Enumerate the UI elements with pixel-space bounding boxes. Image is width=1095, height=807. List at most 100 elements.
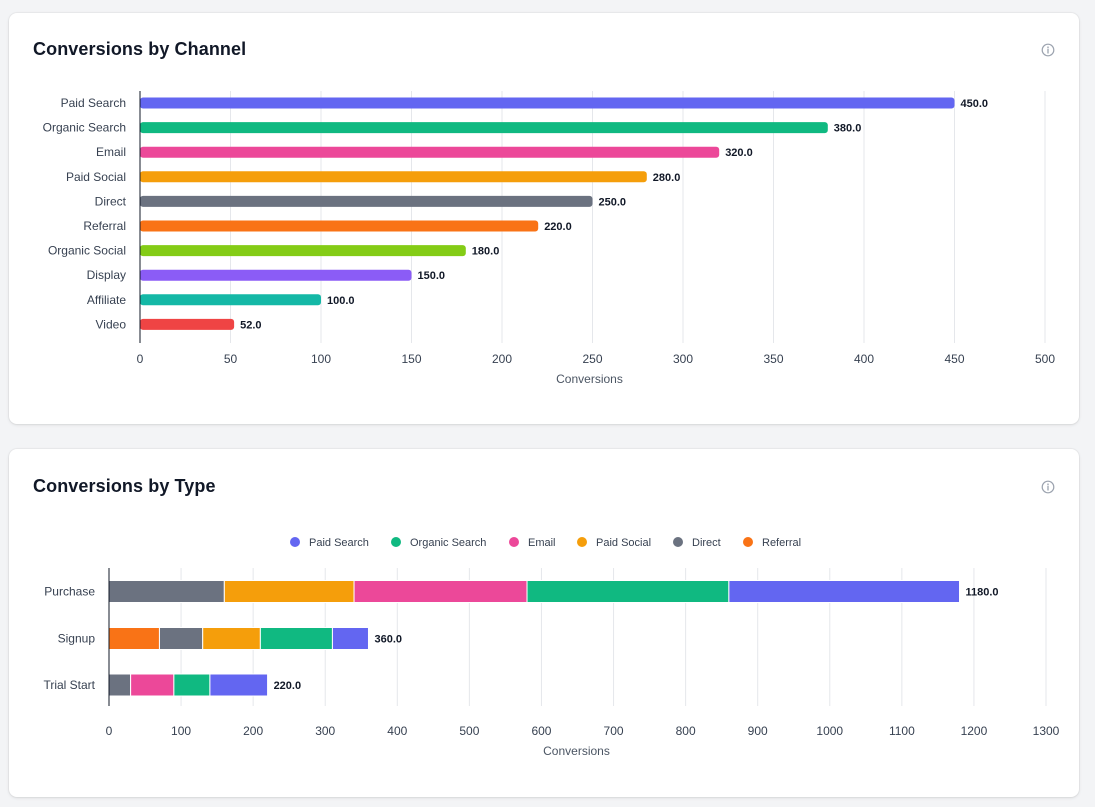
bar-total-label: 1180.0 — [966, 587, 999, 599]
bar-value-label: 100.0 — [327, 295, 355, 307]
x-tick-label: 450 — [944, 352, 964, 366]
x-tick-label: 300 — [673, 352, 693, 366]
x-tick-label: 200 — [492, 352, 512, 366]
y-tick-label: Signup — [58, 632, 96, 646]
legend-item[interactable]: Referral — [743, 537, 801, 549]
y-tick-label: Paid Social — [66, 170, 126, 184]
type-stacked-bar-chart: Paid Search Organic Search Email Paid Socia… — [43, 537, 1060, 758]
x-tick-label: 600 — [531, 724, 551, 738]
bar-segment[interactable] — [209, 673, 269, 697]
x-tick-label: 100 — [171, 724, 191, 738]
bar-segment[interactable] — [158, 627, 204, 650]
x-tick-label: 1300 — [1033, 724, 1060, 738]
y-tick-label: Video — [96, 317, 127, 331]
x-tick-label: 0 — [137, 352, 144, 366]
x-tick-label: 500 — [459, 724, 479, 738]
bar[interactable] — [140, 318, 235, 330]
channel-bar-chart: 0 50 100 150 200 250 300 350 400 450 500 Paid Searc… — [43, 91, 1055, 386]
bar-value-label: 280.0 — [653, 172, 681, 184]
bar-value-label: 320.0 — [725, 147, 753, 159]
bar[interactable] — [140, 195, 593, 207]
legend-item[interactable]: Paid Search — [290, 537, 369, 549]
bar-segment[interactable] — [526, 580, 730, 603]
legend-swatch — [290, 537, 300, 547]
legend-item[interactable]: Paid Social — [577, 537, 651, 549]
x-tick-label: 400 — [854, 352, 874, 366]
bar-total-label: 220.0 — [274, 680, 302, 692]
bar-value-label: 450.0 — [961, 98, 989, 110]
bar-value-label: 250.0 — [599, 196, 627, 208]
bar[interactable] — [140, 146, 720, 158]
bar-segment[interactable] — [202, 627, 261, 650]
bar[interactable] — [140, 294, 321, 306]
x-tick-label: 1100 — [889, 724, 915, 738]
bar[interactable] — [140, 245, 466, 257]
chart-title: Conversions by Type — [33, 476, 216, 496]
chart-title: Conversions by Channel — [33, 39, 247, 59]
type-chart-card: Conversions by Type Paid Search Organic S… — [9, 449, 1079, 797]
legend-swatch — [673, 537, 683, 547]
legend-item[interactable]: Email — [509, 537, 556, 549]
legend-label: Direct — [692, 537, 721, 549]
bar-segment[interactable] — [223, 580, 355, 603]
legend-label: Email — [528, 537, 556, 549]
y-tick-label: Organic Social — [48, 244, 126, 258]
legend-item[interactable]: Organic Search — [391, 537, 486, 549]
bar[interactable] — [140, 122, 828, 134]
legend-item[interactable]: Direct — [673, 537, 721, 549]
x-tick-label: 800 — [676, 724, 696, 738]
x-tick-label: 100 — [311, 352, 331, 366]
x-tick-label: 50 — [224, 352, 238, 366]
legend-swatch — [577, 537, 587, 547]
y-tick-label: Organic Search — [43, 121, 126, 135]
x-tick-label: 0 — [106, 724, 113, 738]
legend-label: Paid Search — [309, 537, 369, 549]
y-tick-label: Email — [96, 145, 126, 159]
y-tick-label: Referral — [83, 219, 126, 233]
x-tick-label: 900 — [748, 724, 768, 738]
bar[interactable] — [140, 220, 539, 232]
bar-segment[interactable] — [108, 627, 160, 650]
bar-segment[interactable] — [108, 673, 132, 697]
x-tick-label: 200 — [243, 724, 263, 738]
channel-chart-card: Conversions by Channel 0 50 100 150 200 250 30… — [9, 13, 1079, 424]
bar-segment[interactable] — [353, 580, 528, 603]
x-tick-label: 300 — [315, 724, 335, 738]
bar-segment[interactable] — [728, 580, 961, 603]
bar-value-label: 52.0 — [240, 319, 261, 331]
bar-value-label: 180.0 — [472, 246, 500, 258]
x-tick-label: 500 — [1035, 352, 1055, 366]
x-tick-label: 350 — [763, 352, 783, 366]
x-axis-label: Conversions — [556, 372, 623, 386]
bar-total-label: 360.0 — [374, 634, 402, 646]
y-tick-label: Trial Start — [43, 678, 95, 692]
bar-segment[interactable] — [259, 627, 333, 650]
bar-value-label: 380.0 — [834, 123, 862, 135]
info-icon[interactable] — [1041, 43, 1055, 57]
bar-segment[interactable] — [173, 673, 211, 697]
x-tick-label: 150 — [401, 352, 421, 366]
bar-segment[interactable] — [130, 673, 175, 697]
bar[interactable] — [140, 171, 647, 183]
legend-swatch — [509, 537, 519, 547]
bar[interactable] — [140, 97, 955, 109]
bar-segment[interactable] — [108, 580, 225, 603]
bar-value-label: 150.0 — [418, 270, 446, 282]
bar[interactable] — [140, 269, 412, 281]
x-tick-label: 700 — [604, 724, 624, 738]
legend-label: Referral — [762, 537, 801, 549]
x-tick-label: 250 — [582, 352, 602, 366]
x-axis-label: Conversions — [543, 744, 610, 758]
legend-label: Paid Social — [596, 537, 651, 549]
x-tick-label: 400 — [387, 724, 407, 738]
y-tick-label: Display — [87, 268, 126, 282]
legend-swatch — [391, 537, 401, 547]
bar-value-label: 220.0 — [544, 221, 572, 233]
bar-segment[interactable] — [331, 627, 369, 650]
legend-swatch — [743, 537, 753, 547]
y-tick-label: Purchase — [44, 585, 95, 599]
y-tick-label: Affiliate — [87, 293, 126, 307]
x-tick-label: 1000 — [816, 724, 843, 738]
info-icon[interactable] — [1041, 480, 1055, 494]
y-tick-label: Direct — [95, 194, 127, 208]
